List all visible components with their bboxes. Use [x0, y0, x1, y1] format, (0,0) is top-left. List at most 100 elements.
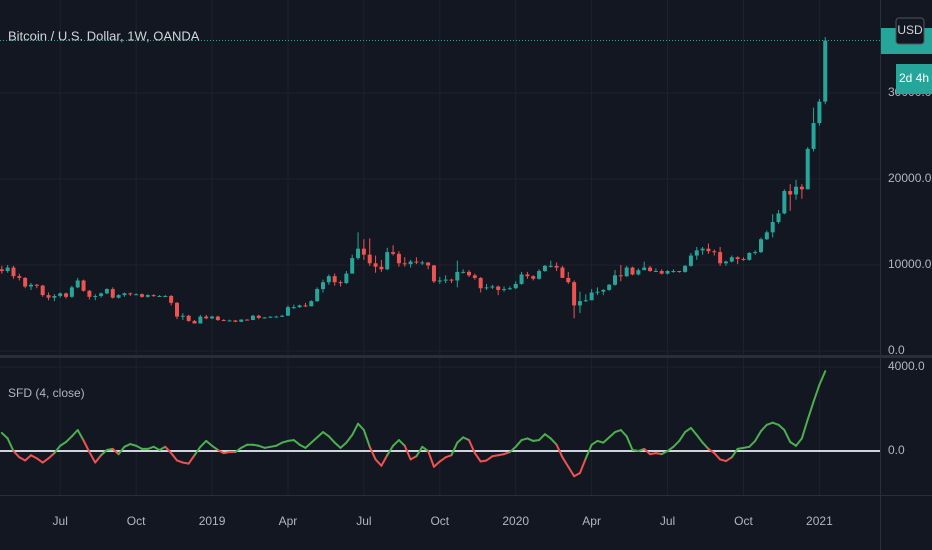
candle-body [204, 316, 209, 319]
candle-body [163, 295, 168, 297]
indicator-segment [806, 400, 815, 421]
indicator-segment [543, 433, 552, 440]
candle-body [408, 261, 413, 265]
indicator-segment [47, 452, 56, 460]
indicator-segment [205, 439, 214, 447]
indicator-segment [421, 445, 430, 453]
candle-body [665, 271, 670, 274]
candle-body [180, 315, 185, 317]
candle-body [291, 307, 296, 309]
candle-body [285, 307, 290, 316]
indicator-segment [468, 439, 476, 455]
candle-body [116, 295, 121, 298]
indicator-segment [403, 444, 412, 461]
indicator-segment [257, 444, 266, 449]
indicator-segment [596, 439, 605, 444]
candle-body [99, 293, 104, 296]
indicator-segment [199, 439, 208, 448]
candle-body [87, 290, 92, 297]
indicator-segment [386, 444, 395, 457]
candle-body [122, 293, 127, 296]
indicator-segment [316, 431, 324, 439]
candle-body [729, 257, 734, 262]
candle-body [210, 316, 215, 319]
indicator-segment [427, 450, 435, 468]
candle-body [472, 275, 477, 278]
candle-body [618, 275, 623, 277]
indicator-segment [730, 447, 739, 459]
indicator-segment [333, 441, 342, 449]
candle-body [595, 291, 600, 293]
candle-body [309, 301, 314, 307]
indicator-segment [76, 429, 85, 442]
candle-body [338, 282, 343, 284]
chart-title: Bitcoin / U.S. Dollar, 1W, OANDA [8, 28, 200, 43]
indicator-segment [152, 445, 161, 451]
x-tick-label: Jul [53, 514, 68, 528]
candle-body [636, 270, 641, 275]
x-tick-label: Jul [660, 514, 675, 528]
x-tick-label: Oct [430, 514, 449, 528]
indicator-segment [322, 431, 330, 438]
candle-body [548, 265, 553, 267]
indicator-segment [643, 447, 652, 456]
indicator-segment [608, 431, 616, 439]
candle-body [817, 101, 822, 124]
indicator-segment [526, 437, 535, 442]
candle-body [233, 320, 238, 322]
marks [0, 37, 880, 478]
candle-body [250, 315, 255, 321]
indicator-segment [818, 370, 827, 386]
y-tick-label: 4000.0 [888, 359, 925, 373]
y-tick-label: 20000.0 [888, 171, 932, 185]
candle-body [0, 269, 4, 272]
indicator-segment [374, 458, 383, 467]
candle-body [280, 315, 285, 317]
indicator-segment [392, 439, 400, 447]
candle-body [537, 271, 542, 279]
x-tick-label: Oct [734, 514, 753, 528]
indicator-segment [304, 441, 313, 449]
candle-body [630, 267, 635, 275]
candle-body [577, 301, 582, 306]
candle-body [607, 284, 612, 290]
indicator-segment [327, 435, 336, 444]
candle-body [507, 288, 512, 290]
candle-body [186, 315, 191, 321]
indicator-segment [485, 455, 494, 462]
indicator-segment [12, 450, 21, 459]
indicator-segment [614, 429, 622, 434]
indicator-segment [94, 454, 103, 464]
candle-body [198, 316, 203, 324]
indicator-segment [135, 444, 143, 450]
indicator-segment [158, 445, 167, 451]
indicator-segment [538, 433, 546, 442]
candle-body [274, 316, 279, 318]
candle-body [414, 261, 419, 263]
indicator-segment [164, 445, 173, 455]
candle-body [794, 186, 799, 195]
indicator-segment [508, 445, 517, 454]
x-tick-label: 2021 [806, 514, 833, 528]
candle-body [811, 123, 816, 149]
indicator-segment [549, 437, 558, 446]
candle-body [268, 316, 273, 318]
indicator-segment [578, 457, 587, 475]
candle-body [455, 271, 460, 281]
x-tick-label: 2019 [199, 514, 226, 528]
candle-body [759, 239, 763, 253]
indicator-segment [789, 440, 798, 447]
currency-label: USD [897, 23, 923, 37]
candle-body [175, 302, 179, 317]
candle-body [519, 274, 524, 284]
indicator-segment [415, 445, 424, 458]
y-tick-label: 0.0 [888, 443, 905, 457]
candle-body [17, 276, 22, 278]
candle-body [81, 280, 86, 291]
candle-body [677, 271, 682, 273]
indicator-segment [170, 452, 178, 462]
currency-button[interactable] [895, 17, 925, 45]
indicator-segment [765, 421, 774, 426]
indicator-segment [18, 456, 27, 462]
candle-body [139, 294, 144, 297]
